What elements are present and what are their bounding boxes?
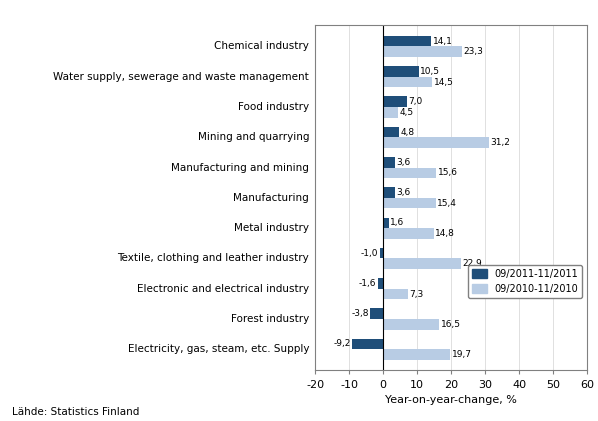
Text: Water supply, sewerage and waste management: Water supply, sewerage and waste managem… [53,72,309,82]
Text: Forest industry: Forest industry [231,314,309,324]
Text: -3,8: -3,8 [352,309,369,318]
Text: 10,5: 10,5 [420,67,440,76]
Bar [383,258,461,269]
Bar [378,278,383,289]
Text: 31,2: 31,2 [490,138,511,147]
Text: Manufacturing: Manufacturing [233,193,309,203]
Bar [383,96,407,107]
Text: 4,8: 4,8 [401,128,415,136]
Bar [383,228,434,239]
Bar [383,36,431,46]
Bar [383,198,435,208]
Text: 15,6: 15,6 [438,168,457,177]
Text: 22,9: 22,9 [462,259,482,268]
Bar [383,218,389,228]
Bar [380,248,383,258]
Bar [383,168,436,178]
Text: 14,5: 14,5 [434,77,454,87]
Text: 16,5: 16,5 [441,320,460,329]
Text: Lähde: Statistics Finland: Lähde: Statistics Finland [12,407,139,417]
Bar [383,137,489,148]
Text: Food industry: Food industry [238,102,309,112]
Text: 14,1: 14,1 [432,37,452,45]
X-axis label: Year-on-year-change, %: Year-on-year-change, % [385,395,517,405]
Bar [383,77,432,87]
Text: Manufacturing and mining: Manufacturing and mining [171,163,309,173]
Text: 7,3: 7,3 [410,290,423,298]
Bar [383,187,395,198]
Text: -1,0: -1,0 [361,249,379,258]
Text: 23,3: 23,3 [464,47,484,56]
Legend: 09/2011-11/2011, 09/2010-11/2010: 09/2011-11/2011, 09/2010-11/2010 [468,265,582,298]
Text: Mining and quarrying: Mining and quarrying [198,132,309,142]
Text: Electronic and electrical industry: Electronic and electrical industry [137,284,309,294]
Text: Electricity, gas, steam, etc. Supply: Electricity, gas, steam, etc. Supply [127,344,309,354]
Bar [383,319,440,330]
Text: -1,6: -1,6 [359,279,376,288]
Text: Chemical industry: Chemical industry [214,41,309,51]
Bar [383,46,462,57]
Bar [383,107,398,117]
Bar [352,338,383,349]
Text: 7,0: 7,0 [408,97,423,106]
Bar [383,289,408,299]
Bar [383,127,399,137]
Text: Textile, clothing and leather industry: Textile, clothing and leather industry [117,253,309,264]
Bar [383,66,419,77]
Text: -9,2: -9,2 [333,339,350,349]
Text: 15,4: 15,4 [437,199,457,208]
Text: 3,6: 3,6 [397,158,411,167]
Text: Metal industry: Metal industry [234,223,309,233]
Text: 19,7: 19,7 [451,350,472,359]
Bar [383,157,395,168]
Text: 14,8: 14,8 [435,229,454,238]
Text: 4,5: 4,5 [400,108,414,117]
Text: 3,6: 3,6 [397,188,411,197]
Bar [383,349,450,360]
Text: 1,6: 1,6 [390,218,404,227]
Bar [370,309,383,319]
